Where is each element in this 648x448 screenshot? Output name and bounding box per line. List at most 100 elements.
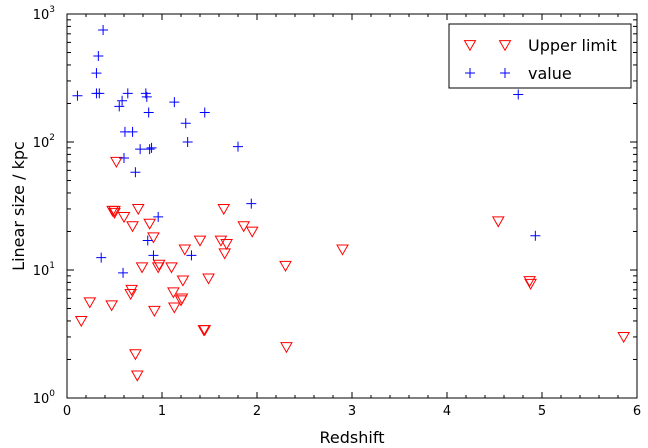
x-tick-label: 5 [538, 404, 546, 419]
y-tick-label: 100 [33, 389, 56, 407]
series-upper-limit [74, 156, 631, 382]
upper-limit-point [148, 305, 161, 318]
upper-limit-point [175, 293, 189, 305]
upper-limit-point [176, 275, 190, 287]
upper-limit-point [214, 235, 228, 247]
upper-limit-point [108, 205, 121, 218]
upper-limit-point [125, 284, 138, 297]
upper-limit-point [217, 204, 231, 216]
upper-limit-point [218, 248, 232, 260]
value-point [246, 198, 257, 209]
upper-limit-point [108, 207, 121, 219]
y-tick-base: 10 [33, 136, 50, 151]
x-tick-label: 6 [633, 404, 641, 419]
value-point [513, 89, 524, 100]
legend-label: Upper limit [528, 36, 617, 55]
legend-box [448, 23, 632, 89]
value-point [169, 97, 180, 108]
value-point [199, 107, 210, 118]
upper-limit-point [126, 221, 139, 233]
upper-limit-point [279, 260, 292, 272]
upper-limit-point [131, 204, 145, 216]
plot-marks [72, 24, 631, 382]
y-axis-label: Linear size / kpc [9, 141, 28, 271]
value-point [135, 144, 146, 155]
value-point [233, 141, 243, 152]
value-point [118, 267, 129, 278]
x-tick-label: 4 [443, 404, 451, 419]
x-axis-label: Redshift [320, 428, 385, 447]
value-point [186, 250, 197, 261]
upper-limit-point [280, 342, 293, 354]
y-tick-exponent: 0 [49, 389, 55, 399]
upper-limit-point [129, 349, 142, 361]
upper-limit-point [245, 226, 259, 238]
x-tick-label: 2 [253, 404, 261, 419]
upper-limit-point [152, 259, 166, 271]
series-value [72, 24, 541, 278]
upper-limit-point [110, 156, 123, 169]
value-point [130, 167, 141, 178]
x-tick-label: 0 [63, 404, 71, 419]
upper-limit-point [220, 238, 233, 251]
value-point [93, 50, 104, 61]
y-tick-label: 102 [33, 133, 55, 151]
upper-limit-point [336, 244, 349, 256]
value-point [530, 230, 541, 241]
value-point [117, 95, 128, 106]
y-tick-exponent: 3 [49, 5, 55, 15]
value-point [142, 235, 153, 246]
upper-limit-point [193, 235, 207, 247]
upper-limit-point [143, 218, 157, 230]
legend-marker-upper-limit [463, 40, 477, 52]
value-point [114, 101, 125, 112]
value-point [153, 211, 164, 222]
value-point [98, 24, 109, 35]
value-point [122, 88, 133, 99]
value-point [144, 144, 155, 155]
upper-limit-point [165, 262, 178, 274]
value-point [143, 107, 154, 118]
upper-limit-point [130, 370, 144, 382]
upper-limit-point [167, 302, 181, 314]
y-tick-base: 10 [33, 8, 50, 23]
y-tick-label: 103 [33, 5, 55, 23]
upper-limit-point [105, 300, 119, 312]
legend-marker-upper-limit [498, 40, 512, 52]
value-point [182, 137, 193, 147]
legend: Upper limit value [448, 23, 632, 89]
x-tick-label: 1 [158, 404, 166, 419]
legend-label: value [528, 64, 572, 83]
legend-marker-value [465, 68, 475, 78]
upper-limit-point [147, 232, 160, 244]
value-point [146, 142, 157, 153]
value-point [127, 126, 138, 137]
y-tick-label: 101 [33, 261, 55, 279]
upper-limit-point [74, 316, 88, 328]
upper-limit-point [117, 211, 131, 224]
y-tick-base: 10 [33, 392, 50, 407]
upper-limit-point [524, 278, 537, 291]
upper-limit-point [83, 297, 97, 309]
value-point [148, 250, 159, 261]
value-point [180, 118, 191, 129]
value-point [91, 68, 102, 79]
upper-limit-point [124, 289, 138, 301]
x-tick-label: 3 [348, 404, 356, 419]
upper-limit-point [178, 244, 192, 256]
value-point [94, 88, 105, 99]
upper-limit-point [174, 295, 188, 307]
value-point [72, 90, 83, 101]
legend-marker-value [500, 68, 510, 78]
y-tick-exponent: 2 [49, 133, 55, 143]
upper-limit-point [617, 332, 631, 344]
upper-limit-point [198, 325, 212, 337]
upper-limit-point [202, 273, 215, 285]
value-point [119, 152, 129, 163]
y-tick-exponent: 1 [49, 261, 55, 271]
value-point [96, 252, 107, 263]
upper-limit-point [523, 276, 537, 288]
upper-limit-point [167, 287, 180, 299]
